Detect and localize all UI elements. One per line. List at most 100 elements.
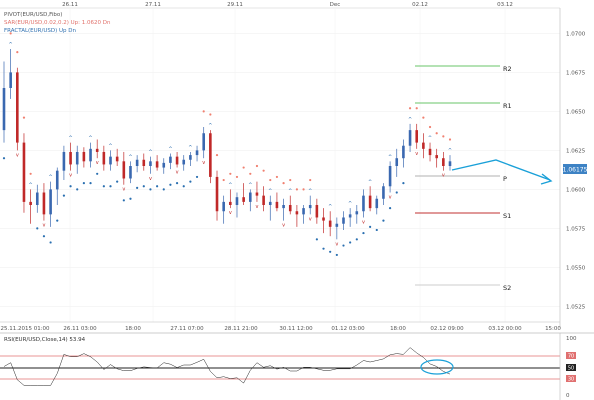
sar-dot (375, 228, 378, 232)
rsi-tick-50: 50 (568, 366, 574, 372)
rsi-panel: RSI(EUR/USD,Close,14) 53.94 100 70 50 30… (0, 332, 594, 400)
legend-pivot: PIVOT(EUR/USD,Fibo) (4, 12, 62, 18)
fractal-up-marker: ^ (368, 179, 372, 185)
rsi-tick-70: 70 (568, 354, 574, 360)
rsi-badge-30 (566, 375, 576, 382)
projection-arrow (451, 159, 553, 185)
candle-body (75, 151, 79, 165)
sar-dot (2, 157, 6, 160)
candle-body (295, 211, 299, 215)
sar-dot (229, 172, 232, 175)
sar-dot (315, 238, 318, 241)
pivot-s2-label: S2 (503, 284, 511, 292)
rsi-label: RSI(EUR/USD,Close,14) 53.94 (4, 337, 86, 343)
fractal-up-marker: ^ (288, 189, 292, 195)
candle-body (35, 192, 39, 205)
fractal-up-marker: ^ (128, 154, 132, 160)
price-tick-label: 1.0550 (566, 265, 586, 271)
sar-dot (402, 182, 405, 185)
sar-dot (388, 207, 392, 210)
candle-body (248, 192, 252, 202)
candle-body (382, 186, 385, 199)
candle-body (209, 133, 212, 177)
sar-dot (36, 227, 39, 230)
time-axis-label: 18:00 (390, 326, 406, 332)
candle-body (308, 205, 312, 209)
candle-body (268, 201, 272, 205)
candle-body (16, 72, 19, 143)
candle-body (169, 156, 172, 163)
time-axis-label: 30.11 12:00 (279, 326, 313, 332)
candle-body (235, 197, 239, 205)
candle-body (368, 195, 372, 209)
fractal-up-marker: ^ (208, 123, 212, 129)
price-tick-label: 1.0650 (566, 109, 586, 115)
sar-dot (309, 178, 312, 182)
candle-body (129, 166, 132, 179)
sar-dot (9, 32, 12, 35)
fractal-up-marker: ^ (68, 136, 72, 142)
candle-body (215, 176, 219, 212)
sar-dot (162, 188, 165, 191)
sar-dot (395, 191, 398, 194)
fractal-up-marker: ^ (328, 204, 332, 210)
candle-body (49, 189, 52, 215)
candle-body (355, 211, 359, 215)
pivot-s1-label: S1 (503, 212, 511, 220)
pivot-p-label: P (503, 175, 507, 183)
time-axis-label: 15:00 (545, 326, 561, 332)
price-tick-label: 1.0575 (566, 226, 586, 232)
sar-dot (195, 175, 199, 179)
time-axis: 25.11.2015 01:00 26.11 03:00 18:00 27.11 07… (0, 321, 561, 332)
candle-body (95, 148, 99, 152)
candle-body (9, 72, 12, 88)
candle-body (229, 201, 232, 205)
fractal-up-marker: ^ (448, 148, 452, 154)
candle-body (302, 208, 305, 215)
candle-body (275, 201, 279, 209)
fractal-down-marker: v (149, 176, 152, 182)
candle-body (102, 151, 106, 165)
sar-dot (355, 238, 358, 241)
fractal-down-marker: v (309, 216, 312, 222)
sar-dot (362, 231, 365, 235)
fractal-up-marker: ^ (388, 154, 392, 160)
time-axis-label: 27.11 07:00 (170, 326, 204, 332)
candle-body (288, 205, 292, 212)
sar-dot (435, 132, 438, 135)
price-axis: 1.0700 1.0675 1.0650 1.0625 1.0600 1.0575 1.05… (559, 8, 588, 328)
legend-sar: SAR(EUR/USD,0.02,0.2) Up: 1.0620 Dn (4, 20, 111, 26)
candle-body (149, 161, 152, 166)
fractal-down-marker: v (69, 173, 72, 179)
candle-body (42, 192, 46, 215)
sar-dot (169, 183, 172, 186)
top-axis-label: 02.12 (412, 2, 428, 8)
rsi-badge-70 (566, 352, 576, 359)
current-price-label: 1.06175 (563, 167, 588, 174)
candle-body (422, 142, 425, 149)
candle-body (435, 155, 438, 159)
fractal-down-marker: v (389, 195, 392, 201)
fractal-down-marker: v (176, 170, 179, 176)
fractal-up-marker: ^ (228, 182, 232, 188)
rsi-tick-100: 100 (566, 336, 577, 342)
candle-body (395, 158, 399, 166)
sar-dot (16, 51, 19, 54)
candle-body (415, 130, 419, 143)
fractal-up-marker: ^ (348, 201, 352, 207)
fractal-down-marker: v (282, 223, 285, 229)
candle-body (29, 201, 32, 205)
fractal-down-marker: v (229, 210, 232, 216)
parabolic-sar-dots (2, 32, 452, 257)
candle-body (162, 162, 166, 168)
sar-dot (56, 219, 59, 222)
sar-dot (282, 182, 285, 185)
sar-dot (295, 188, 298, 191)
rsi-badge-50 (566, 364, 576, 371)
candlesticks (2, 49, 452, 240)
fractal-up-marker: ^ (408, 117, 412, 123)
price-tick-label: 1.0675 (566, 70, 586, 76)
sar-dot (302, 188, 305, 191)
sar-dot (142, 185, 145, 188)
candle-body (189, 155, 192, 160)
